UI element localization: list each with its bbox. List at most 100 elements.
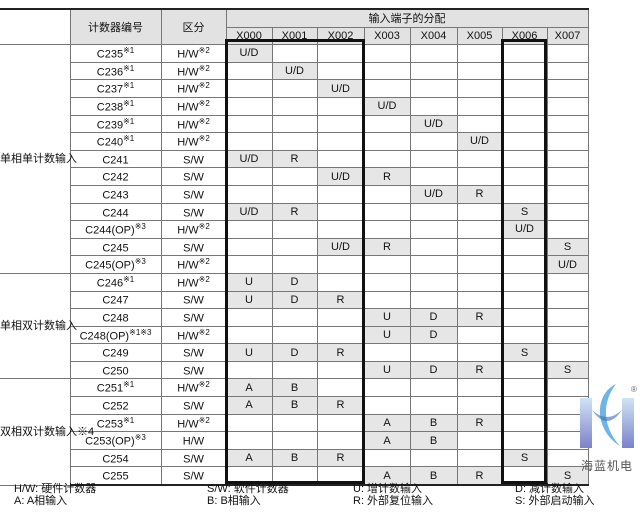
input-cell: R [456, 466, 503, 487]
input-cell [456, 167, 503, 186]
input-cell: U [225, 272, 273, 292]
input-cell: A [363, 466, 411, 487]
input-cell [409, 290, 458, 310]
input-cell [363, 202, 411, 222]
table-row: C243 S/W U/D R [0, 184, 589, 204]
input-cell [363, 378, 411, 398]
input-cell: D [409, 308, 458, 327]
counter-id: C250 [69, 360, 162, 380]
input-cell: A [363, 431, 411, 450]
input-cell [456, 96, 503, 116]
input-cell: R [456, 360, 503, 380]
input-cell [409, 79, 458, 98]
input-cell [456, 325, 503, 345]
input-cell: R [456, 184, 503, 204]
counter-id: C245 [69, 237, 162, 257]
input-cell: A [225, 396, 273, 415]
input-cell [546, 132, 589, 151]
input-cell: B [409, 466, 458, 487]
input-cell: S [501, 202, 548, 222]
input-cell [546, 308, 589, 327]
counter-id: C242 [69, 167, 162, 186]
input-cell [546, 114, 589, 134]
counter-type: H/W※2 [160, 220, 227, 239]
table-row: C241 S/W U/D R [0, 149, 589, 169]
counter-id: C244(OP)※3 [69, 220, 162, 239]
table-row: C247 S/W U D R [0, 290, 589, 310]
input-cell [409, 448, 458, 468]
input-cell [546, 325, 589, 345]
legend-s: S: 外部启动输入 [515, 495, 595, 507]
group-label: 双相双计数输入※4 [0, 378, 94, 486]
input-cell: B [271, 448, 318, 468]
counter-no-header: 计数器编号 [69, 8, 162, 46]
input-cell: U/D [546, 255, 589, 274]
input-cell [546, 96, 589, 116]
input-header-x007: X007 [546, 26, 589, 46]
counter-type: H/W※2 [160, 114, 227, 134]
input-cell: S [546, 466, 589, 487]
counter-type: H/W※2 [160, 413, 227, 433]
input-cell: R [316, 396, 365, 415]
counter-type: H/W※2 [160, 272, 227, 292]
input-cell [409, 202, 458, 222]
table-row: C254 S/W A B R S [0, 448, 589, 468]
counter-id: C239※1 [69, 114, 162, 134]
input-cell: U/D [316, 79, 365, 98]
counter-type: H/W※2 [160, 96, 227, 116]
x000-x002-highlight-box [225, 39, 365, 484]
input-cell [456, 378, 503, 398]
logo-mark-icon: ® [580, 384, 637, 448]
counter-id: C253※1 [69, 413, 162, 433]
counter-type: S/W [160, 202, 227, 222]
input-cell [409, 96, 458, 116]
input-cell: B [271, 396, 318, 415]
counter-type: S/W [160, 290, 227, 310]
input-cell [363, 184, 411, 204]
input-cell [409, 396, 458, 415]
counter-id: C254 [69, 448, 162, 468]
input-cell: U/D [363, 96, 411, 116]
counter-id: C237※1 [69, 79, 162, 98]
input-cell: R [363, 237, 411, 257]
counter-id: C238※1 [69, 96, 162, 116]
input-cell: U/D [316, 237, 365, 257]
group-label: 单相单计数输入 [0, 44, 77, 274]
counter-type: H/W※2 [160, 378, 227, 398]
input-cell [456, 149, 503, 169]
input-cell [546, 44, 589, 63]
input-cell [409, 272, 458, 292]
counter-type: H/W※2 [160, 79, 227, 98]
input-cell: U [363, 360, 411, 380]
input-cell: A [225, 378, 273, 398]
input-cell [546, 61, 589, 81]
table-row: 单相单计数输入 C235※1 H/W※2 U/D [0, 44, 589, 274]
input-cell: U/D [456, 132, 503, 151]
input-cell: R [456, 413, 503, 433]
counter-id: C252 [69, 396, 162, 415]
counter-id: C251※1 [69, 378, 162, 398]
table-row: C253※1 H/W※2 A B R [0, 413, 589, 433]
input-cell: R [316, 290, 365, 310]
input-cell: D [271, 290, 318, 310]
counter-type: S/W [160, 360, 227, 380]
counter-type: S/W [160, 308, 227, 327]
counter-id: C244 [69, 202, 162, 222]
input-cell: D [409, 360, 458, 380]
table-row: C249 S/W U D R S [0, 343, 589, 362]
counter-type: S/W [160, 448, 227, 468]
counter-type: S/W [160, 237, 227, 257]
input-cell [456, 255, 503, 274]
counter-type: S/W [160, 184, 227, 204]
legend-b: B: B相输入 [207, 495, 261, 507]
input-cell [546, 202, 589, 222]
counter-id: C240※1 [69, 132, 162, 151]
counter-id: C247 [69, 290, 162, 310]
input-cell [363, 61, 411, 81]
input-cell: U/D [316, 167, 365, 186]
input-cell [456, 44, 503, 63]
input-assign-header: 输入端子的分配 [225, 7, 589, 28]
table-row: C244 S/W U/D R S [0, 202, 589, 222]
input-cell [546, 272, 589, 292]
input-cell [363, 132, 411, 151]
